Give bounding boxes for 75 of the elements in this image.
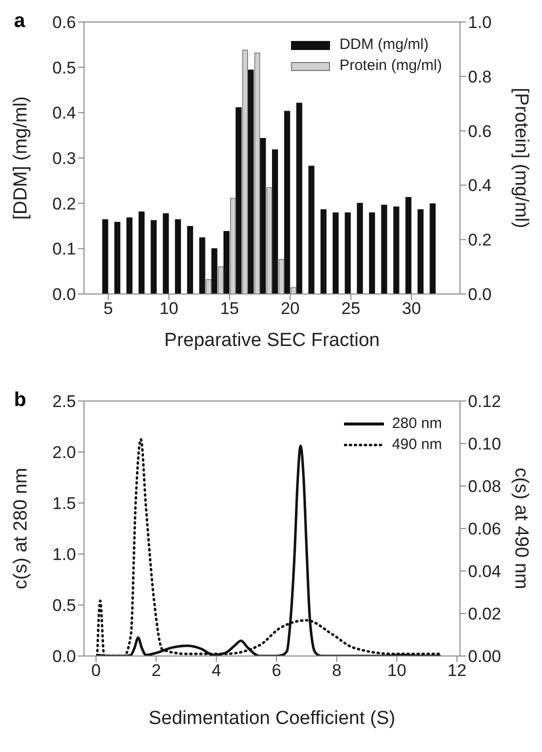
bar	[308, 166, 314, 294]
y-tick-label: 0.0	[52, 647, 76, 666]
y2-tick-label: 0.08	[468, 477, 502, 496]
y-axis-title: c(s) at 280 nm	[10, 468, 32, 590]
bar	[344, 212, 351, 294]
y2-tick-label: 0.06	[468, 520, 502, 539]
y-tick-label: 0.6	[52, 13, 76, 32]
x-axis-title: Preparative SEC Fraction	[164, 330, 380, 351]
chart-title: b	[14, 389, 26, 412]
bar	[405, 196, 412, 294]
bar	[332, 212, 339, 294]
y2-tick-label: 0.10	[468, 434, 502, 454]
x-tick-label: 10	[159, 299, 178, 318]
x-tick-label: 6	[272, 661, 282, 680]
x-tick-label: 5	[104, 299, 113, 318]
bar	[356, 202, 363, 294]
bar	[187, 226, 194, 294]
bar	[381, 204, 388, 294]
x-tick-label: 0	[91, 661, 101, 680]
legend-label: 280 nm	[392, 415, 442, 432]
x-tick-label: 15	[220, 299, 240, 318]
legend-label: Protein (mg/ml)	[339, 57, 442, 74]
bar	[102, 219, 108, 294]
y-tick-label: 1.0	[52, 545, 76, 564]
y-tick-label: 0.5	[52, 596, 76, 616]
bar	[114, 222, 120, 294]
bar	[418, 209, 424, 294]
y-tick-label: 0.1	[52, 240, 76, 259]
bar	[174, 219, 181, 294]
x-axis-title: Sedimentation Coefficient (S)	[148, 708, 396, 729]
bar	[150, 220, 157, 294]
y2-axis-title: c(s) at 490 nm	[510, 468, 532, 590]
y2-tick-label: 0.02	[468, 604, 502, 624]
bar	[296, 102, 302, 294]
y-tick-label: 0.4	[52, 104, 76, 123]
x-tick-label: 30	[402, 299, 421, 318]
y2-tick-label: 0.2	[468, 230, 492, 250]
y-tick-label: 2.0	[52, 443, 76, 462]
bar	[278, 259, 284, 294]
bar	[430, 203, 436, 294]
y-axis-title: [DDM] (mg/ml)	[10, 96, 32, 220]
x-tick-label: 12	[448, 661, 466, 680]
x-tick-label: 10	[387, 661, 406, 680]
bar	[320, 209, 327, 294]
y-tick-label: 2.5	[52, 392, 76, 412]
y-tick-label: 0.2	[52, 194, 76, 214]
y2-axis-title: [Protein] (mg/ml)	[510, 88, 532, 228]
y2-tick-label: 0.00	[468, 647, 502, 666]
bar	[393, 206, 400, 294]
y-tick-label: 0.0	[52, 285, 76, 304]
bar	[162, 213, 169, 294]
x-tick-label: 4	[212, 661, 222, 680]
legend-label: DDM (mg/ml)	[339, 36, 429, 53]
bar	[369, 212, 376, 294]
x-tick-label: 2	[151, 661, 161, 680]
y-tick-label: 0.5	[52, 58, 76, 78]
y2-tick-label: 0.8	[468, 67, 492, 86]
y2-tick-label: 1.0	[468, 13, 492, 32]
bar	[126, 217, 132, 294]
chart-title: a	[14, 10, 26, 33]
y2-tick-label: 0.6	[468, 122, 492, 141]
y2-tick-label: 0.4	[468, 176, 492, 196]
bar	[284, 110, 290, 294]
legend-label: 490 nm	[392, 436, 442, 453]
x-tick-label: 25	[341, 299, 360, 318]
bar	[138, 211, 145, 294]
x-tick-label: 8	[332, 661, 342, 680]
x-tick-label: 20	[280, 299, 300, 318]
y2-tick-label: 0.0	[468, 285, 492, 304]
y-tick-label: 0.3	[52, 149, 76, 168]
bar	[290, 287, 297, 294]
y-tick-label: 1.5	[52, 494, 76, 514]
y2-tick-label: 0.04	[468, 562, 502, 582]
bar	[199, 237, 206, 294]
y2-tick-label: 0.12	[468, 392, 502, 412]
